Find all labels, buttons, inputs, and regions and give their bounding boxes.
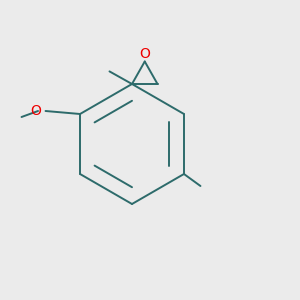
Text: O: O: [30, 104, 41, 118]
Text: O: O: [139, 46, 150, 61]
